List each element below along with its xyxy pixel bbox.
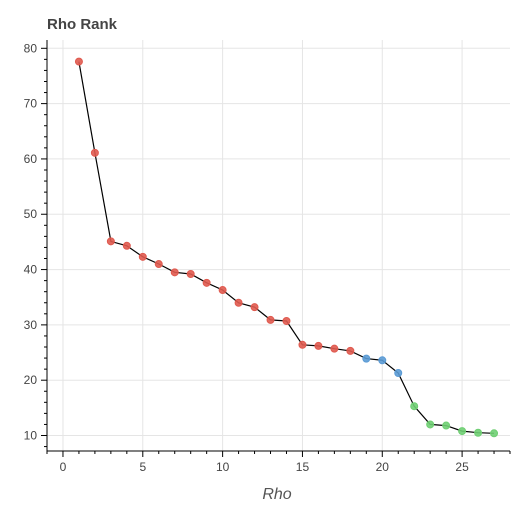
series-line <box>78 61 495 434</box>
data-point <box>410 402 419 411</box>
data-point <box>202 278 211 287</box>
data-point <box>458 427 467 436</box>
data-point <box>298 340 307 349</box>
data-point <box>426 420 435 429</box>
y-tick-label: 80 <box>24 41 38 55</box>
connecting-line <box>78 61 495 434</box>
data-point <box>394 369 403 378</box>
y-tick-label: 40 <box>24 263 38 277</box>
axes: 0 5 10 15 20 25 10 20 30 40 50 60 70 80 <box>24 40 511 474</box>
data-point <box>186 269 195 278</box>
data-point <box>378 356 387 365</box>
y-tick-label: 60 <box>24 152 38 166</box>
data-point <box>474 428 483 437</box>
data-point <box>346 346 355 355</box>
data-point <box>282 317 291 326</box>
data-point <box>218 286 227 295</box>
x-tick-label: 5 <box>139 460 146 474</box>
y-tick-label: 30 <box>24 318 38 332</box>
chart-title: Rho Rank <box>47 16 118 33</box>
data-point <box>122 241 131 250</box>
data-point <box>154 260 163 269</box>
x-tick-label: 20 <box>376 460 390 474</box>
data-point <box>170 268 179 277</box>
x-axis-label: Rho <box>262 486 292 503</box>
data-point <box>490 429 499 438</box>
data-point <box>266 315 275 324</box>
gridlines <box>47 40 510 451</box>
data-point <box>106 237 115 246</box>
data-point <box>330 344 339 353</box>
x-tick-label: 0 <box>60 460 67 474</box>
y-tick-label: 20 <box>24 373 38 387</box>
data-point <box>442 421 451 430</box>
y-tick-label: 50 <box>24 207 38 221</box>
data-point <box>314 341 323 350</box>
data-point <box>234 298 243 307</box>
data-point <box>362 354 371 363</box>
x-tick-label: 10 <box>216 460 230 474</box>
data-point <box>250 303 259 312</box>
data-point <box>90 148 99 157</box>
data-point <box>138 252 147 261</box>
y-tick-label: 10 <box>24 429 38 443</box>
data-point <box>74 57 83 66</box>
data-points <box>74 57 499 438</box>
x-tick-label: 25 <box>455 460 469 474</box>
x-tick-label: 15 <box>296 460 310 474</box>
y-tick-label: 70 <box>24 97 38 111</box>
